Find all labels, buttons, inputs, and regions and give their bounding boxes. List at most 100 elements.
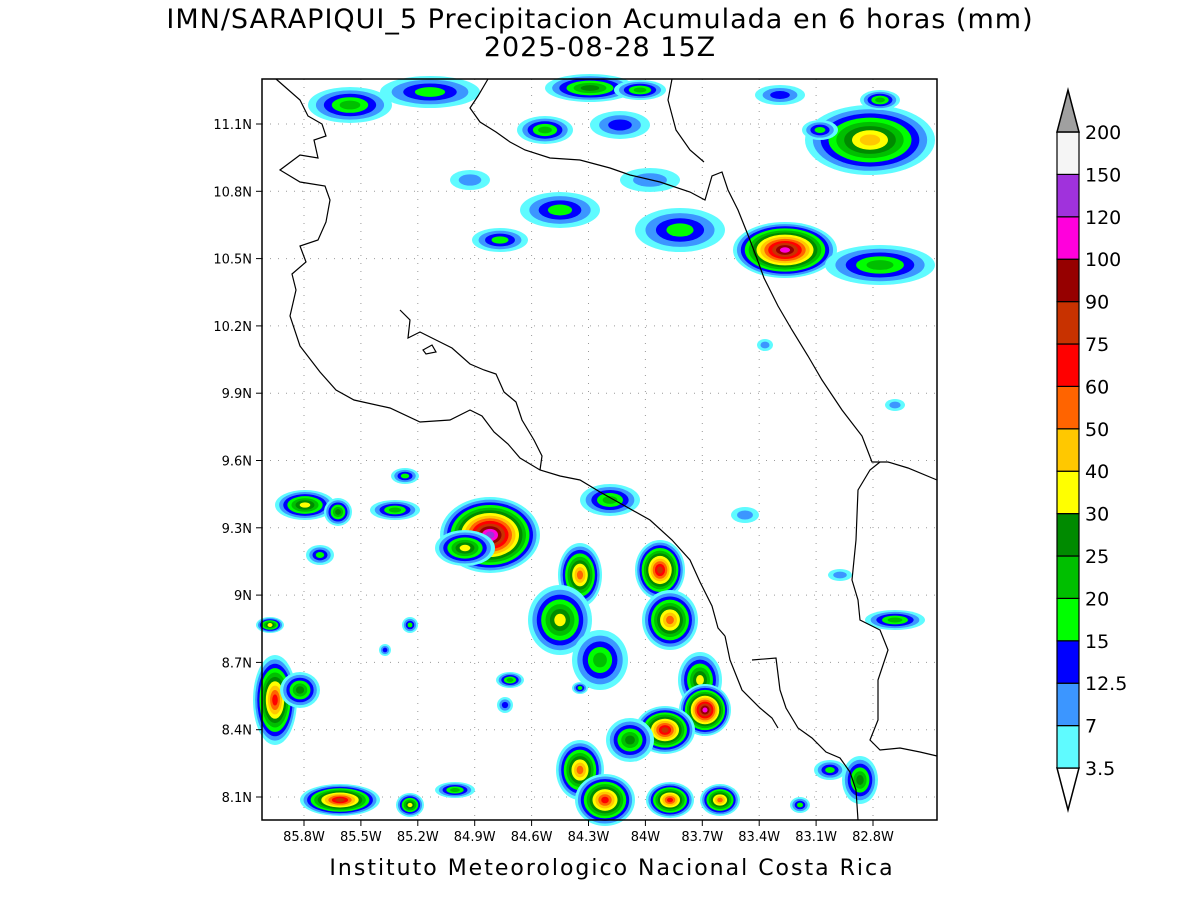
- precip-contour: [458, 174, 482, 186]
- lat-tick-label: 8.1N: [222, 791, 252, 806]
- colorbar-level-label: 15: [1085, 631, 1109, 653]
- colorbar-level-label: 12.5: [1085, 673, 1127, 695]
- precip-contour: [657, 566, 663, 574]
- precip-contour: [814, 126, 826, 134]
- map-valid-time: 2025-08-28 15Z: [483, 32, 717, 63]
- precip-contour: [666, 797, 674, 803]
- precip-contour: [856, 775, 864, 785]
- lon-tick-label: 85.8W: [283, 830, 325, 845]
- precip-contour: [459, 544, 471, 552]
- precip-contour: [825, 766, 835, 774]
- precip-contour: [576, 570, 584, 580]
- precip-contour: [414, 87, 446, 97]
- colorbar-swatch: [1056, 512, 1080, 557]
- precip-contour: [625, 735, 635, 745]
- lon-tick-label: 84.3W: [568, 830, 610, 845]
- lon-tick-label: 83.1W: [795, 830, 837, 845]
- precip-contour: [506, 678, 514, 682]
- precip-contour: [866, 260, 894, 270]
- colorbar-swatch: [1056, 258, 1080, 303]
- colorbar-level-label: 120: [1085, 207, 1121, 229]
- colorbar-swatch: [1056, 597, 1080, 642]
- colorbar-level-label: 150: [1085, 164, 1121, 186]
- colorbar-level-label: 40: [1085, 461, 1109, 483]
- precip-contour: [633, 87, 647, 93]
- precip-contour: [702, 707, 708, 713]
- colorbar-swatch: [1056, 385, 1080, 430]
- lon-tick-label: 82.8W: [852, 830, 894, 845]
- colorbar-level-label: 7: [1085, 716, 1097, 738]
- precip-contour: [547, 204, 573, 216]
- precip-contour: [661, 727, 669, 733]
- lat-tick-label: 10.8N: [213, 185, 252, 200]
- precip-contour: [779, 247, 791, 253]
- precip-contour: [737, 510, 753, 520]
- colorbar-swatch: [1056, 470, 1080, 515]
- precip-contour: [602, 496, 618, 504]
- precip-contour: [554, 613, 566, 627]
- precip-contour: [450, 788, 460, 792]
- precip-contour: [267, 623, 273, 627]
- colorbar-swatch: [1056, 343, 1080, 388]
- precip-contour: [580, 85, 600, 91]
- precipitation-contours: [253, 74, 935, 826]
- colorbar-swatch: [1056, 682, 1080, 727]
- lat-tick-label: 9.6N: [222, 455, 252, 470]
- precip-contour: [315, 551, 325, 559]
- precip-contour: [770, 91, 790, 99]
- precip-contour: [608, 119, 632, 131]
- precip-contour: [382, 647, 388, 653]
- precip-contour: [407, 802, 413, 808]
- lat-tick-label: 9.3N: [222, 522, 252, 537]
- colorbar-swatch: [1056, 131, 1080, 176]
- precip-contour: [576, 765, 584, 775]
- precip-contour: [501, 701, 509, 709]
- colorbar-legend: 3.5 7 12.5 15 20 25 30 40 50 60 75 90 100 120 150 200: [1056, 87, 1127, 813]
- colorbar-swatch: [1056, 640, 1080, 684]
- precip-contour: [833, 571, 847, 579]
- map-title: IMN/SARAPIQUI_5 Precipitacion Acumulada …: [166, 4, 1034, 35]
- precip-contour: [696, 675, 704, 685]
- colorbar-level-label: 25: [1085, 546, 1109, 568]
- lon-tick-label: 84.9W: [454, 830, 496, 845]
- colorbar-level-label: 100: [1085, 249, 1121, 271]
- lat-tick-label: 9.9N: [222, 387, 252, 402]
- colorbar-max-triangle: [1056, 87, 1080, 133]
- colorbar-level-label: 60: [1085, 376, 1109, 398]
- precip-contour: [887, 617, 903, 623]
- lon-tick-label: 84W: [631, 830, 661, 845]
- colorbar-level-label: 75: [1085, 334, 1109, 356]
- precip-contour: [491, 236, 509, 244]
- precip-contour: [339, 100, 361, 110]
- lon-tick-label: 84.6W: [511, 830, 553, 845]
- map-plot-area: [253, 74, 938, 826]
- precip-contour: [796, 802, 804, 808]
- lat-tick-label: 10.2N: [213, 320, 252, 335]
- colorbar-swatch: [1056, 428, 1080, 472]
- lon-tick-label: 83.7W: [681, 830, 723, 845]
- precip-contour: [335, 509, 341, 515]
- coastline: [275, 78, 938, 821]
- lat-tick-label: 10.5N: [213, 253, 252, 268]
- precip-contour: [272, 694, 278, 706]
- colorbar-level-label: 3.5: [1085, 758, 1115, 780]
- precip-contour: [666, 223, 694, 237]
- colorbar-level-label: 90: [1085, 292, 1109, 314]
- precip-contour: [889, 401, 901, 409]
- colorbar-level-label: 30: [1085, 504, 1109, 526]
- colorbar-swatch: [1056, 555, 1080, 600]
- colorbar-swatch: [1056, 173, 1080, 218]
- precip-contour: [717, 797, 723, 803]
- precip-contour: [400, 473, 410, 479]
- colorbar-level-label: 20: [1085, 588, 1109, 610]
- colorbar-swatch: [1056, 301, 1080, 345]
- colorbar-swatch: [1056, 216, 1080, 260]
- precip-contour: [407, 622, 413, 628]
- institution-credit: Instituto Meteorologico Nacional Costa R…: [329, 856, 895, 881]
- lon-tick-label: 85.2W: [397, 830, 439, 845]
- lon-tick-label: 83.4W: [738, 830, 780, 845]
- precip-contour: [601, 796, 609, 804]
- lat-tick-label: 11.1N: [213, 118, 252, 133]
- precip-contour: [538, 126, 552, 134]
